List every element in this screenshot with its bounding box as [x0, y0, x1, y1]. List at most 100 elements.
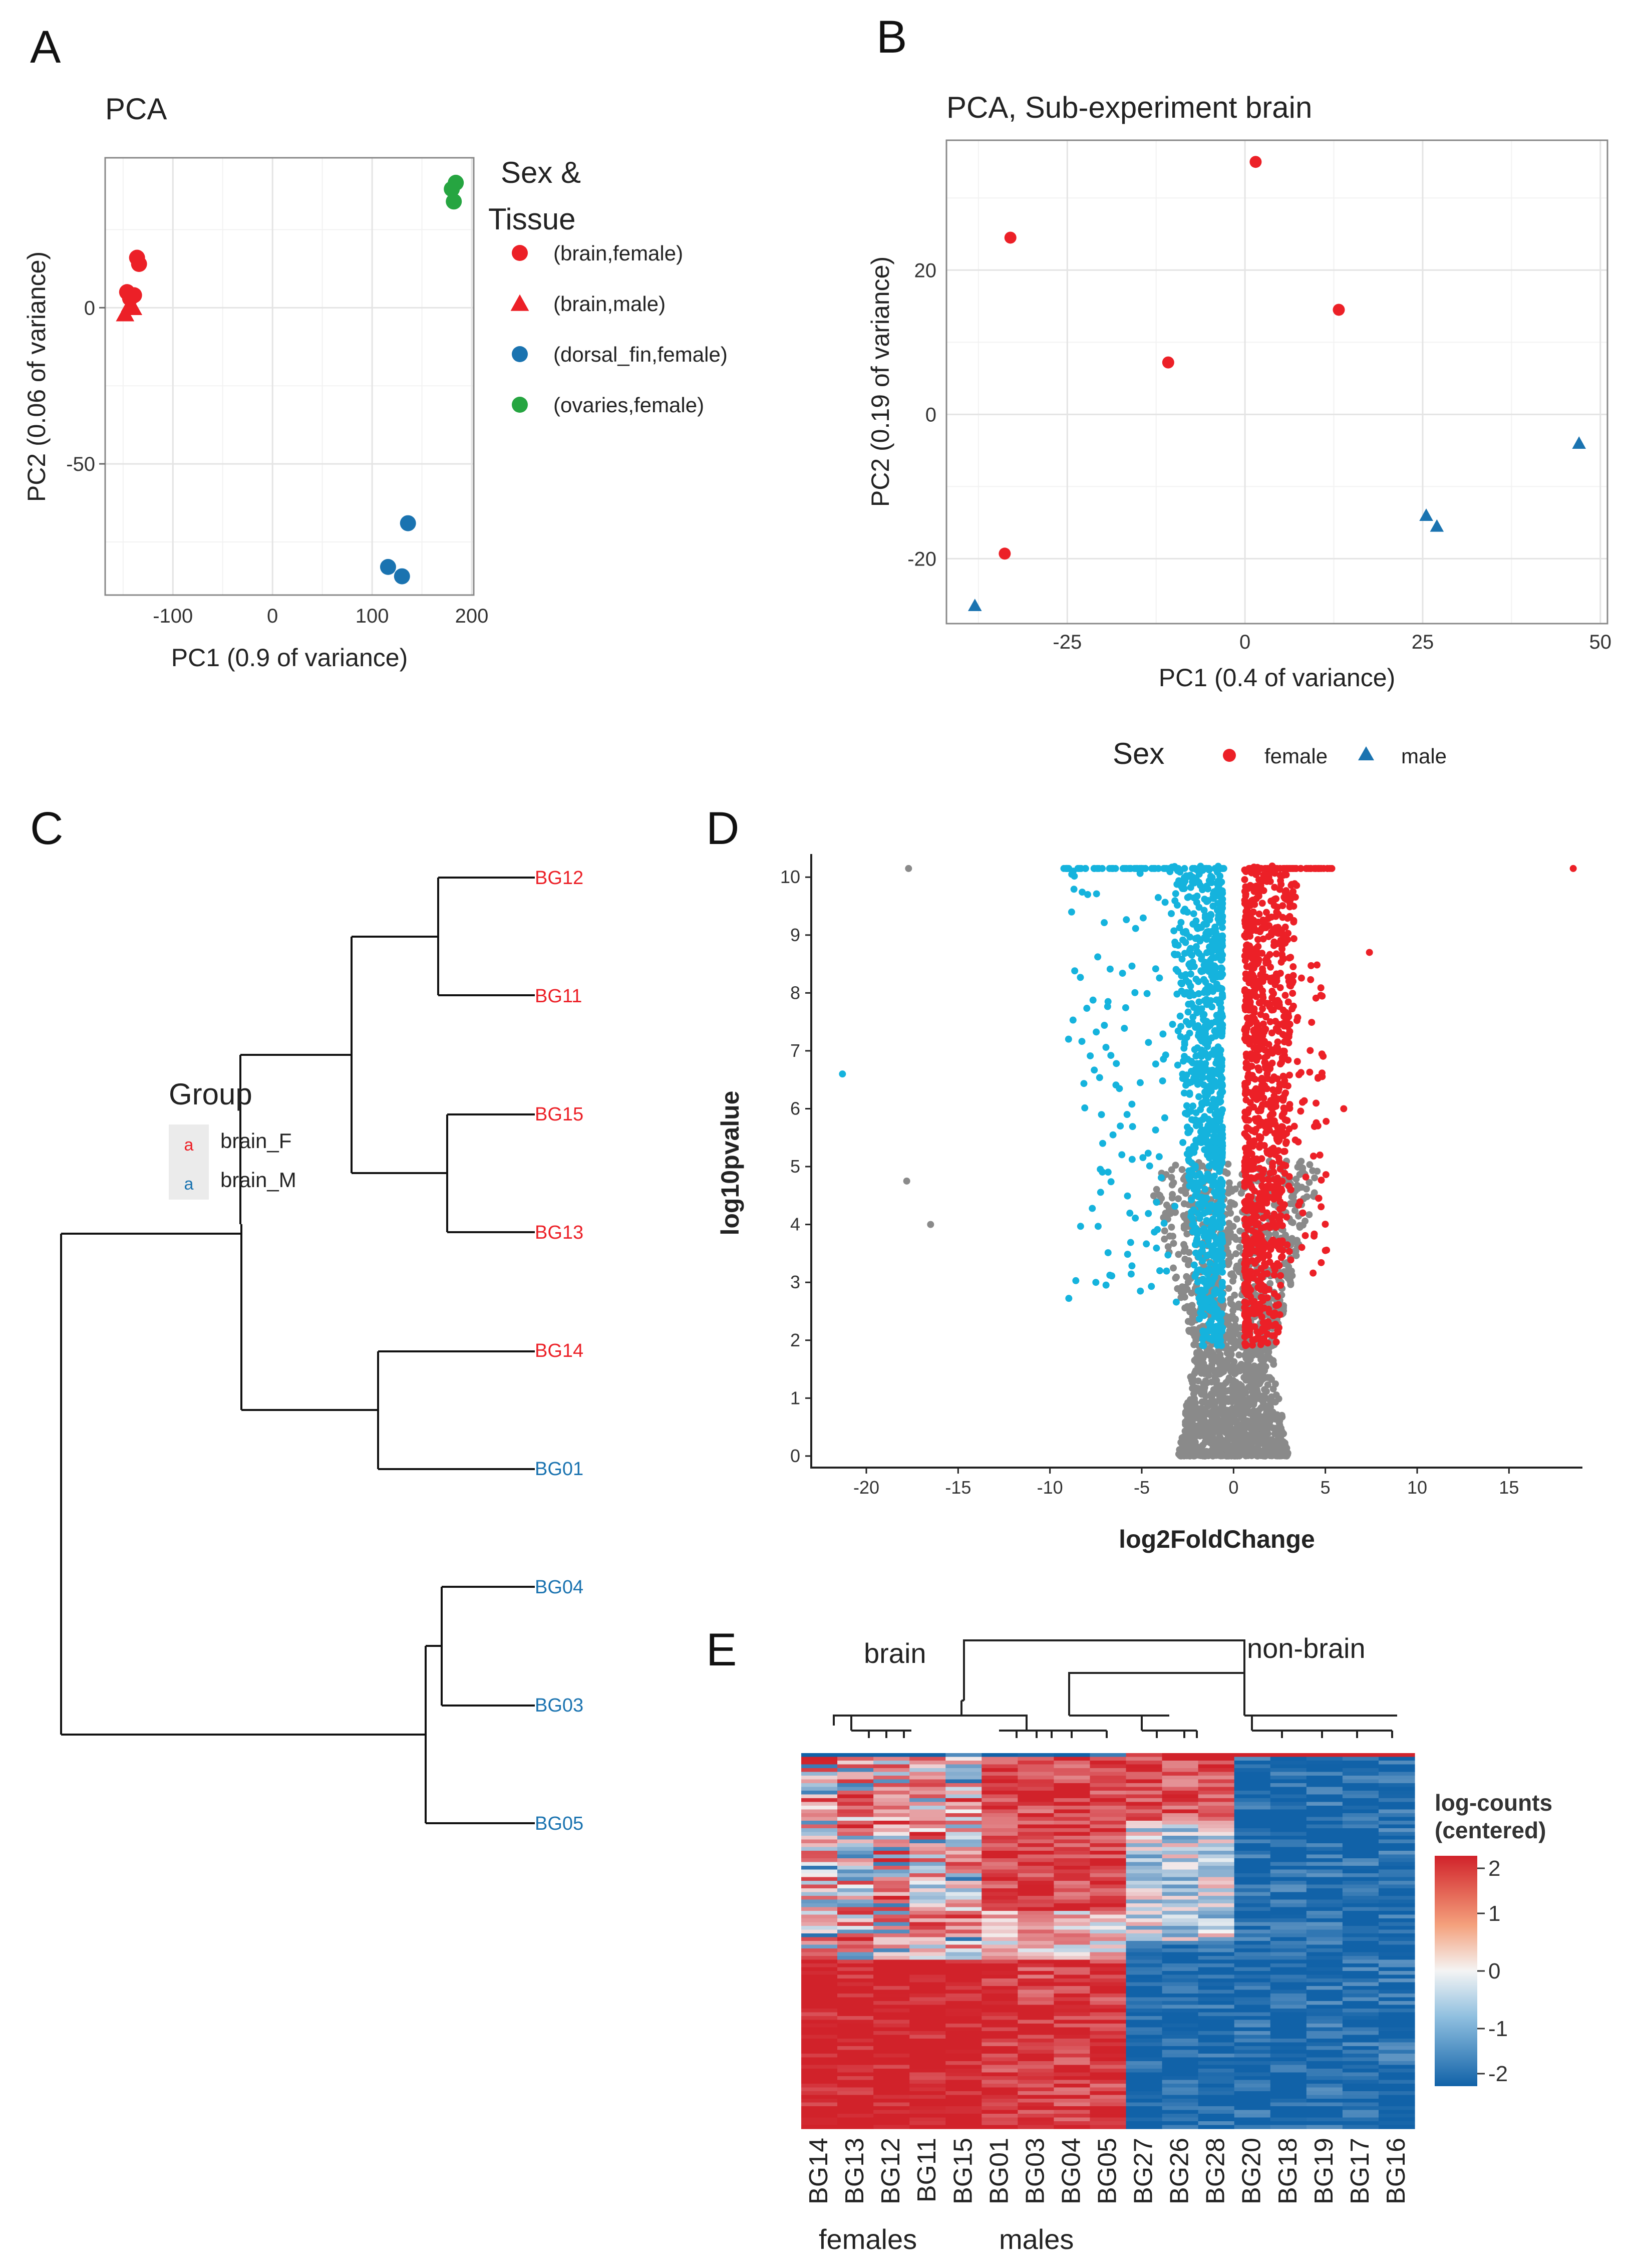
heatmap-cell [1018, 1881, 1055, 1885]
heatmap-cell [1162, 1929, 1199, 1934]
heatmap-cell [909, 1806, 946, 1810]
volcano-point [1261, 1059, 1268, 1066]
volcano-point [1312, 865, 1320, 872]
heatmap-cell [837, 1768, 874, 1773]
heatmap-cell [1378, 1824, 1415, 1829]
heatmap-cell [1054, 1903, 1091, 1908]
volcano-point [1293, 1017, 1300, 1024]
heatmap-cell [1306, 1862, 1343, 1866]
volcano-point [1242, 1389, 1249, 1396]
heatmap-cell [909, 1956, 946, 1960]
volcano-point [1154, 1226, 1161, 1233]
heatmap-cell [909, 1907, 946, 1911]
volcano-point [1241, 920, 1249, 927]
heatmap-cell [1234, 1959, 1271, 1964]
volcano-point [1211, 1027, 1218, 1035]
heatmap-cell [1234, 1757, 1271, 1761]
volcano-point [1193, 1184, 1201, 1192]
heatmap-cell [1378, 1847, 1415, 1851]
heatmap-cell [873, 1944, 910, 1949]
heatmap-cell [1306, 1847, 1343, 1851]
volcano-point [1205, 1154, 1213, 1162]
heatmap-cell [1198, 1839, 1235, 1844]
volcano-point [1293, 1182, 1301, 1189]
heatmap-cell [1090, 1926, 1127, 1930]
volcano-point [1261, 865, 1269, 872]
heatmap-cell [1054, 1918, 1091, 1923]
volcano-point [1123, 916, 1130, 924]
heatmap-cell [982, 1933, 1018, 1938]
heatmap-cell [909, 1967, 946, 1971]
volcano-point [1320, 1052, 1327, 1060]
volcano-point [1269, 1160, 1276, 1167]
volcano-point [1259, 1078, 1266, 1086]
data-point [394, 568, 410, 585]
x-tick-label: -20 [853, 1477, 879, 1498]
heatmap-cell [1378, 1884, 1415, 1889]
heatmap-cell [801, 1881, 838, 1885]
volcano-point [1313, 961, 1321, 969]
x-tick-label: 0 [267, 605, 278, 627]
heatmap-cell [1234, 1899, 1271, 1904]
heatmap-cell [801, 1768, 838, 1773]
heatmap-cell [1198, 1956, 1235, 1960]
volcano-point [1097, 1189, 1104, 1196]
heatmap-cell [1234, 1843, 1271, 1848]
heatmap-cell [945, 1764, 982, 1769]
heatmap-cell [1198, 1881, 1235, 1885]
volcano-point [1107, 1178, 1115, 1186]
heatmap-cell [801, 1914, 838, 1919]
volcano-point [1218, 955, 1226, 963]
volcano-point [1207, 966, 1215, 973]
volcano-point [1195, 1410, 1203, 1418]
volcano-point [1176, 1446, 1183, 1454]
heatmap-cell [1054, 1873, 1091, 1878]
heatmap-cell [1198, 1914, 1235, 1919]
heatmap-cell [837, 1896, 874, 1900]
volcano-point [1258, 1155, 1265, 1163]
heatmap-cell [1162, 1896, 1199, 1900]
heatmap-cell [1270, 1926, 1307, 1930]
heatmap-cell [1342, 1941, 1379, 1945]
volcano-point [1160, 1055, 1167, 1063]
volcano-point [1176, 1452, 1184, 1459]
heatmap-cell [1270, 1821, 1307, 1825]
heatmap-cell [873, 1948, 910, 1953]
volcano-point [1182, 939, 1189, 946]
volcano-point [1252, 993, 1260, 1000]
heatmap-cell [1198, 1806, 1235, 1810]
volcano-point [1314, 1168, 1321, 1175]
heatmap-cell [909, 1768, 946, 1773]
heatmap-cell [1054, 1926, 1091, 1930]
heatmap-cell [909, 1933, 946, 1938]
heatmap-cell [1342, 1854, 1379, 1859]
volcano-point [1083, 1005, 1091, 1012]
heatmap-cell [1162, 1956, 1199, 1960]
heatmap-cell [1162, 1922, 1199, 1926]
heatmap-cell [1018, 1854, 1055, 1859]
heatmap-cell [837, 1817, 874, 1821]
heatmap-cell [1306, 1873, 1343, 1878]
heatmap-cell [837, 1911, 874, 1915]
heatmap-cell [1090, 1918, 1127, 1923]
volcano-point [1188, 952, 1195, 959]
volcano-point [1277, 1254, 1285, 1261]
volcano-point [1260, 1094, 1267, 1102]
volcano-point [1290, 935, 1297, 942]
heatmap-label-non-brain: non-brain [1247, 1632, 1366, 1664]
heatmap-cell [801, 1828, 838, 1833]
volcano-point [1264, 1251, 1272, 1259]
volcano-point [1127, 1239, 1134, 1246]
volcano-point [1271, 1398, 1279, 1406]
heatmap-cell [1054, 1809, 1091, 1814]
heatmap-cell [909, 1828, 946, 1833]
volcano-point [1192, 975, 1200, 983]
volcano-point [1269, 1413, 1276, 1421]
heatmap-cell [1234, 1903, 1271, 1908]
volcano-point [1202, 930, 1210, 937]
heatmap-cell [837, 1776, 874, 1780]
volcano-point [1298, 1244, 1306, 1251]
heatmap-cell [1018, 1888, 1055, 1893]
heatmap-cell [1306, 1933, 1343, 1938]
heatmap-cell [909, 1779, 946, 1784]
